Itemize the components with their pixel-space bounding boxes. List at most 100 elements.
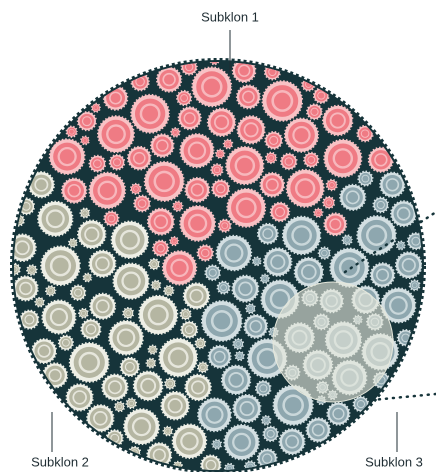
cell-core <box>100 183 115 198</box>
cell-core <box>60 149 75 164</box>
cell-core <box>215 168 220 173</box>
cell-core <box>216 116 228 128</box>
cell-core <box>97 258 108 269</box>
cell-core <box>26 316 34 324</box>
cell-core <box>83 139 86 142</box>
cell-core <box>149 361 153 365</box>
cell-core <box>358 401 364 407</box>
cell-core <box>341 260 357 276</box>
cell-core <box>154 450 164 460</box>
cell-core <box>230 374 242 386</box>
cell-core <box>155 216 166 227</box>
cell-core <box>176 204 180 208</box>
cell-core <box>52 310 66 324</box>
cell-core <box>276 208 284 216</box>
cell-core <box>255 260 258 263</box>
cell-core <box>156 173 172 189</box>
cell-core <box>202 250 209 257</box>
cell-core <box>308 157 314 163</box>
cell-core <box>330 183 334 187</box>
cell-core <box>240 283 251 294</box>
cell-core <box>368 227 384 243</box>
cell-core <box>221 285 226 290</box>
cell-core <box>215 442 219 446</box>
cell-core <box>294 228 310 244</box>
cell-core <box>152 262 156 266</box>
cell-core <box>129 401 133 405</box>
cell-core <box>164 74 174 84</box>
cell-core <box>36 179 47 190</box>
zoom-guide-line <box>372 394 436 400</box>
cell-core <box>217 185 224 192</box>
cell-core <box>210 270 216 276</box>
cell-core <box>263 277 267 281</box>
cell-core <box>169 400 181 412</box>
cell-core <box>83 211 87 215</box>
cell-core <box>185 114 194 123</box>
cell-core <box>39 346 49 356</box>
cell-core <box>345 238 349 242</box>
cell-core <box>167 289 171 293</box>
cell-core <box>234 435 249 450</box>
cell-core <box>238 200 254 216</box>
cell-core <box>50 370 60 380</box>
cell-core <box>172 239 175 242</box>
cell-core <box>184 312 188 316</box>
cell-core <box>48 212 62 226</box>
cell-core <box>186 326 193 333</box>
cell-core <box>322 251 327 256</box>
cell-core <box>192 185 202 195</box>
cell-core <box>63 340 69 346</box>
subclone-label: Subklon 1 <box>201 9 259 24</box>
cell-core <box>110 382 121 393</box>
cell-core <box>17 242 28 253</box>
cell-core <box>134 153 144 163</box>
cell-core <box>139 200 146 207</box>
cell-core <box>193 382 204 393</box>
cell-core <box>244 92 254 102</box>
cell-core <box>251 322 261 332</box>
cell-core <box>331 220 340 229</box>
cell-core <box>126 311 130 315</box>
tumor-diagram: Subklon 1 Subklon 2 Subklon 3 <box>0 0 436 472</box>
cell-core <box>151 348 155 352</box>
cell-core <box>222 223 227 228</box>
cell-core <box>126 363 134 371</box>
cell-core <box>86 229 98 241</box>
cell-core <box>413 283 417 287</box>
cell-core <box>311 109 317 115</box>
cell-core <box>142 380 154 392</box>
cell-core <box>260 385 266 391</box>
cell-core <box>215 352 224 361</box>
cell-core <box>87 325 95 333</box>
cell-core <box>191 291 202 302</box>
cell-core <box>186 64 192 70</box>
cell-core <box>86 276 89 279</box>
cell-core <box>94 160 101 167</box>
subclone-label: Subklon 3 <box>365 454 423 469</box>
cell-core <box>38 300 42 304</box>
cell-core <box>245 124 256 135</box>
cell-core <box>402 335 409 342</box>
cell-core <box>134 419 149 434</box>
cell-core <box>362 176 368 182</box>
cell-core <box>190 144 204 158</box>
cell-core <box>204 79 220 95</box>
cell-core <box>170 350 186 366</box>
cell-core <box>335 151 351 167</box>
cell-core <box>399 244 402 247</box>
cell-core <box>52 258 68 274</box>
cell-core <box>208 408 222 422</box>
cell-core <box>294 128 308 142</box>
cell-core <box>387 180 397 190</box>
cell-core <box>286 158 293 165</box>
cell-core <box>263 455 271 463</box>
cell-core <box>108 216 114 222</box>
cell-core <box>326 200 331 205</box>
cell-core <box>69 186 79 196</box>
cell-core <box>227 246 242 261</box>
cell-core <box>318 92 324 98</box>
cell-core <box>122 232 137 247</box>
cell-core <box>226 142 230 146</box>
cell-core <box>134 187 138 191</box>
